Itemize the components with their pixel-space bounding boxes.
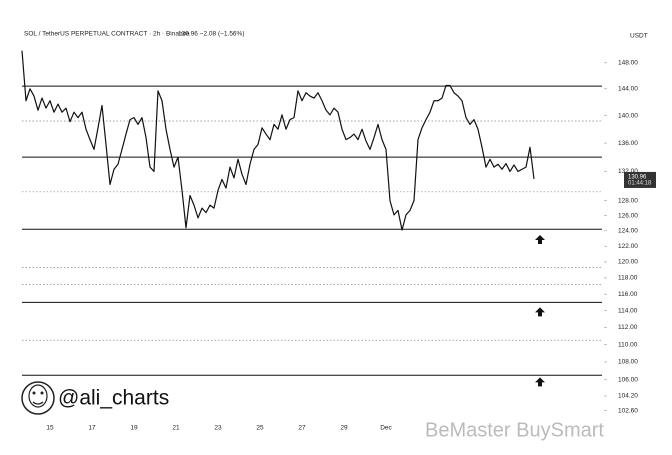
watermark: BeMaster BuySmart xyxy=(425,419,604,441)
y-tick-label: 108.00 xyxy=(618,359,638,366)
y-tick-label: 128.00 xyxy=(618,197,638,204)
up-arrow xyxy=(535,235,545,245)
y-tick-label: 102.60 xyxy=(618,407,638,414)
x-tick-label: 17 xyxy=(88,425,96,432)
x-tick-label: 21 xyxy=(172,425,180,432)
x-tick-label: 27 xyxy=(298,425,306,432)
currency-label: USDT xyxy=(630,33,648,40)
up-arrow xyxy=(535,307,545,317)
price-line xyxy=(21,50,535,231)
x-tick-label: 25 xyxy=(256,425,264,432)
price-tag-countdown: 01:44:18 xyxy=(628,181,652,187)
y-tick-label: 114.00 xyxy=(618,307,638,314)
y-tick-label: 118.00 xyxy=(618,275,638,282)
y-tick-label: 106.00 xyxy=(618,376,638,383)
up-arrow xyxy=(535,377,545,387)
price-tag-label: 130.96 xyxy=(628,175,647,181)
y-tick-label: 136.00 xyxy=(618,140,638,147)
price-tag xyxy=(624,171,656,188)
x-tick-label: 29 xyxy=(340,425,348,432)
y-tick-label: 148.00 xyxy=(618,60,638,67)
chart-title: SOL / TetherUS PERPETUAL CONTRACT · 2h ·… xyxy=(24,31,190,38)
y-tick-label: 124.00 xyxy=(618,228,638,235)
x-tick-label: 19 xyxy=(130,425,138,432)
y-tick-label: 132.00 xyxy=(618,168,638,175)
y-tick-label: 126.00 xyxy=(618,212,638,219)
x-tick-label: 15 xyxy=(46,425,54,432)
x-tick-label: Dec xyxy=(380,425,392,432)
y-tick-label: 110.00 xyxy=(618,341,638,348)
x-tick-label: 23 xyxy=(214,425,222,432)
y-tick-label: 120.00 xyxy=(618,259,638,266)
y-tick-label: 112.00 xyxy=(618,324,638,331)
y-tick-label: 104.20 xyxy=(618,393,638,400)
y-tick-label: 144.00 xyxy=(618,86,638,93)
logo-text: @ali_charts xyxy=(58,387,169,410)
y-tick-label: 116.00 xyxy=(618,291,638,298)
y-tick-label: 122.00 xyxy=(618,243,638,250)
y-tick-label: 140.00 xyxy=(618,112,638,119)
logo-icon xyxy=(21,381,55,415)
chart-subtitle: 130.96 −2.08 (−1.56%) xyxy=(178,31,245,38)
